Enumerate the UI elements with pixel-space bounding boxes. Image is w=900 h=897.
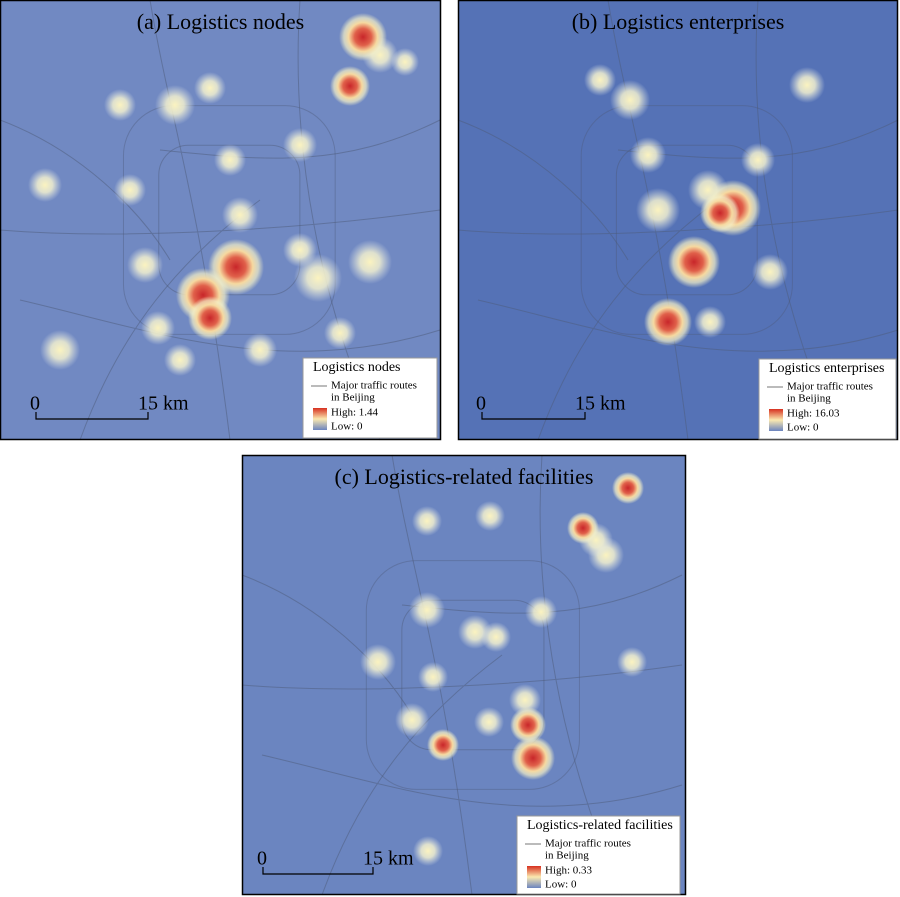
heat-spot	[28, 168, 62, 202]
scale-end: 15 km	[363, 848, 414, 870]
legend-route-label: Major traffic routes	[545, 838, 631, 850]
panel-title: (c) Logistics-related facilities	[335, 464, 594, 489]
heat-spot	[324, 317, 356, 349]
legend-high: High: 0.33	[545, 865, 593, 877]
legend-color-ramp	[527, 866, 541, 888]
panel-title: (a) Logistics nodes	[137, 9, 304, 34]
heat-spot	[694, 306, 726, 338]
heat-spot	[741, 143, 775, 177]
heat-hotspot	[188, 296, 232, 340]
heat-spot	[222, 197, 258, 233]
heat-spot	[40, 330, 80, 370]
heat-hotspot	[330, 66, 370, 106]
heat-spot	[114, 174, 146, 206]
legend-low: Low: 0	[787, 422, 819, 434]
heat-spot	[155, 85, 195, 125]
heat-spot	[617, 647, 647, 677]
scale-end: 15 km	[575, 393, 626, 415]
heat-spot	[194, 72, 226, 104]
legend-route-label: in Beijing	[545, 850, 589, 862]
map-panel: (b) Logistics enterprises Logistics enter…	[457, 0, 899, 441]
heat-hotspot	[612, 472, 644, 504]
heat-spot	[636, 188, 680, 232]
heat-hotspot	[427, 729, 459, 761]
heat-spot	[348, 240, 392, 284]
heat-spot	[391, 48, 419, 76]
heat-hotspot	[700, 193, 740, 233]
map-panel: (a) Logistics nodes Logistics nodes Major …	[0, 0, 442, 441]
heat-spot	[141, 311, 175, 345]
heat-spot	[525, 596, 557, 628]
heat-spot	[104, 89, 136, 121]
legend-route-label: Major traffic routes	[787, 381, 873, 393]
heat-hotspot	[511, 736, 555, 780]
panel-border	[457, 0, 899, 441]
heat-spot	[283, 233, 317, 267]
legend-title: Logistics nodes	[313, 360, 401, 375]
heat-spot	[412, 506, 442, 536]
scale-bar	[262, 867, 374, 875]
panel-border	[0, 0, 442, 441]
legend-title: Logistics-related facilities	[527, 818, 673, 833]
legend-route-label: in Beijing	[331, 392, 375, 404]
panel-title: (b) Logistics enterprises	[572, 9, 785, 34]
traffic-routes	[0, 0, 441, 441]
traffic-routes	[241, 454, 683, 896]
heat-spot	[409, 592, 445, 628]
ring-road	[401, 599, 545, 751]
heat-hotspot	[644, 298, 692, 346]
scale-start: 0	[30, 393, 40, 415]
heat-spot	[481, 622, 511, 652]
legend-color-ramp	[313, 408, 327, 430]
scale-bar	[35, 412, 149, 420]
legend-high: High: 1.44	[331, 407, 379, 419]
legend-high: High: 16.03	[787, 408, 840, 420]
heat-spot	[413, 836, 443, 866]
heat-spot	[243, 333, 277, 367]
ring-road	[122, 105, 336, 335]
map-panel: (c) Logistics-related facilities Logistic…	[241, 454, 687, 896]
panel-border	[241, 454, 687, 896]
heat-spot	[475, 501, 505, 531]
legend-title: Logistics enterprises	[769, 361, 884, 376]
heat-hotspot	[567, 512, 599, 544]
legend-box	[516, 815, 681, 895]
heat-spot	[294, 254, 342, 302]
legend-low: Low: 0	[331, 421, 363, 433]
legend-route-label: in Beijing	[787, 393, 831, 405]
scale-end: 15 km	[138, 393, 189, 415]
heat-spot	[283, 128, 317, 162]
traffic-routes	[457, 0, 899, 441]
heat-spot	[789, 67, 825, 103]
heat-hotspot	[339, 13, 387, 61]
heat-spot	[584, 64, 616, 96]
legend-low: Low: 0	[545, 879, 577, 891]
heat-spot	[418, 662, 448, 692]
heat-spot	[395, 703, 429, 737]
heat-spot	[630, 137, 666, 173]
legend-route-label: Major traffic routes	[331, 380, 417, 392]
heat-spot	[610, 80, 650, 120]
heat-spot	[164, 344, 196, 376]
heat-spot	[474, 707, 504, 737]
scale-start: 0	[257, 848, 267, 870]
heat-spot	[752, 254, 788, 290]
legend-color-ramp	[769, 409, 783, 431]
heat-spot	[127, 247, 163, 283]
scale-start: 0	[476, 393, 486, 415]
scale-bar	[481, 412, 586, 420]
heat-hotspot	[668, 236, 720, 288]
heat-hotspot	[510, 707, 546, 743]
heat-spot	[360, 644, 396, 680]
heat-spot	[214, 144, 246, 176]
